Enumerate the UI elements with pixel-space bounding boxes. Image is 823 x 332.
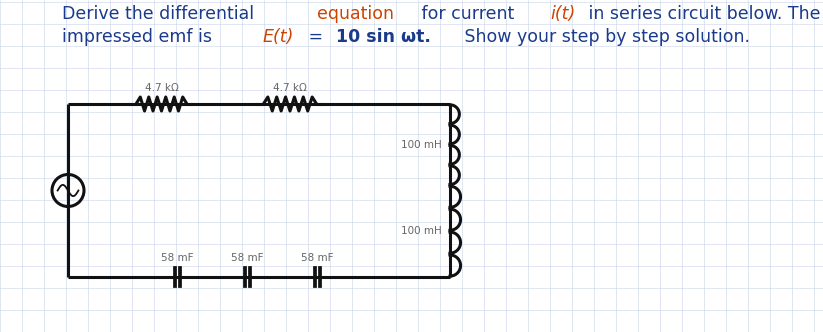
Text: Show your step by step solution.: Show your step by step solution. bbox=[458, 28, 750, 46]
Text: 10 sin ωt.: 10 sin ωt. bbox=[336, 28, 431, 46]
Text: equation: equation bbox=[317, 5, 394, 23]
Text: E(t): E(t) bbox=[263, 28, 294, 46]
Text: 58 mF: 58 mF bbox=[230, 253, 263, 263]
Text: 100 mH: 100 mH bbox=[402, 226, 442, 236]
Text: in series circuit below. The: in series circuit below. The bbox=[583, 5, 821, 23]
Text: =: = bbox=[303, 28, 328, 46]
Text: 4.7 kΩ: 4.7 kΩ bbox=[145, 83, 179, 93]
Text: impressed emf is: impressed emf is bbox=[62, 28, 217, 46]
Text: i(t): i(t) bbox=[551, 5, 575, 23]
Text: 58 mF: 58 mF bbox=[160, 253, 193, 263]
Text: 58 mF: 58 mF bbox=[300, 253, 333, 263]
Text: 100 mH: 100 mH bbox=[402, 140, 442, 150]
Text: for current: for current bbox=[416, 5, 520, 23]
Text: Derive the differential: Derive the differential bbox=[62, 5, 259, 23]
Text: 4.7 kΩ: 4.7 kΩ bbox=[273, 83, 307, 93]
